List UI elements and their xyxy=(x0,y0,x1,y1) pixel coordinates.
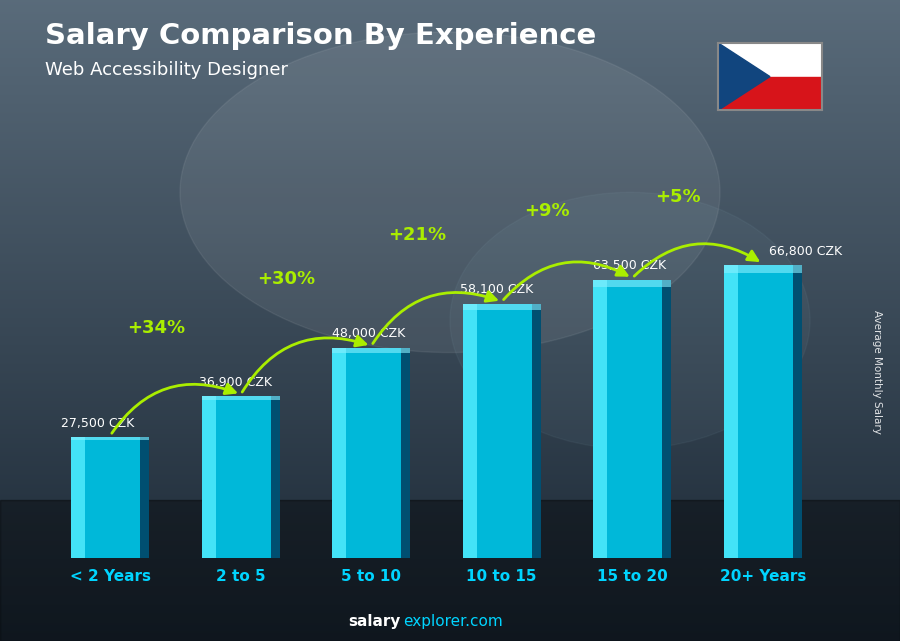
Ellipse shape xyxy=(450,192,810,449)
FancyBboxPatch shape xyxy=(332,347,410,558)
FancyBboxPatch shape xyxy=(793,265,802,558)
Text: Web Accessibility Designer: Web Accessibility Designer xyxy=(45,61,288,79)
Text: +34%: +34% xyxy=(127,319,185,337)
Text: Average Monthly Salary: Average Monthly Salary xyxy=(872,310,883,434)
Text: Salary Comparison By Experience: Salary Comparison By Experience xyxy=(45,22,596,51)
FancyBboxPatch shape xyxy=(71,437,86,558)
Text: +5%: +5% xyxy=(655,188,701,206)
Text: +30%: +30% xyxy=(257,271,316,288)
Text: +9%: +9% xyxy=(525,203,571,221)
FancyBboxPatch shape xyxy=(71,437,149,558)
Polygon shape xyxy=(718,43,770,110)
Bar xyxy=(718,43,822,77)
FancyBboxPatch shape xyxy=(202,396,280,558)
FancyBboxPatch shape xyxy=(140,437,149,558)
FancyBboxPatch shape xyxy=(71,437,149,440)
FancyBboxPatch shape xyxy=(332,347,347,558)
Bar xyxy=(718,77,822,110)
FancyBboxPatch shape xyxy=(593,280,671,287)
Text: 58,100 CZK: 58,100 CZK xyxy=(460,283,533,296)
FancyBboxPatch shape xyxy=(532,304,541,558)
Ellipse shape xyxy=(180,32,720,353)
FancyBboxPatch shape xyxy=(593,280,671,558)
FancyBboxPatch shape xyxy=(463,304,477,558)
FancyBboxPatch shape xyxy=(662,280,671,558)
FancyBboxPatch shape xyxy=(271,396,280,558)
FancyBboxPatch shape xyxy=(401,347,410,558)
Text: 66,800 CZK: 66,800 CZK xyxy=(770,245,842,258)
Text: explorer.com: explorer.com xyxy=(403,615,503,629)
FancyBboxPatch shape xyxy=(724,265,802,273)
FancyBboxPatch shape xyxy=(463,304,541,310)
FancyBboxPatch shape xyxy=(332,347,410,353)
Text: 63,500 CZK: 63,500 CZK xyxy=(593,260,666,272)
FancyBboxPatch shape xyxy=(724,265,802,558)
Text: salary: salary xyxy=(348,615,400,629)
FancyBboxPatch shape xyxy=(593,280,608,558)
Text: 48,000 CZK: 48,000 CZK xyxy=(332,328,405,340)
Text: +21%: +21% xyxy=(388,226,446,244)
FancyBboxPatch shape xyxy=(202,396,216,558)
FancyBboxPatch shape xyxy=(202,396,280,401)
Bar xyxy=(0,500,900,641)
FancyBboxPatch shape xyxy=(724,265,738,558)
Text: 27,500 CZK: 27,500 CZK xyxy=(60,417,134,430)
FancyBboxPatch shape xyxy=(463,304,541,558)
Text: 36,900 CZK: 36,900 CZK xyxy=(199,376,272,389)
